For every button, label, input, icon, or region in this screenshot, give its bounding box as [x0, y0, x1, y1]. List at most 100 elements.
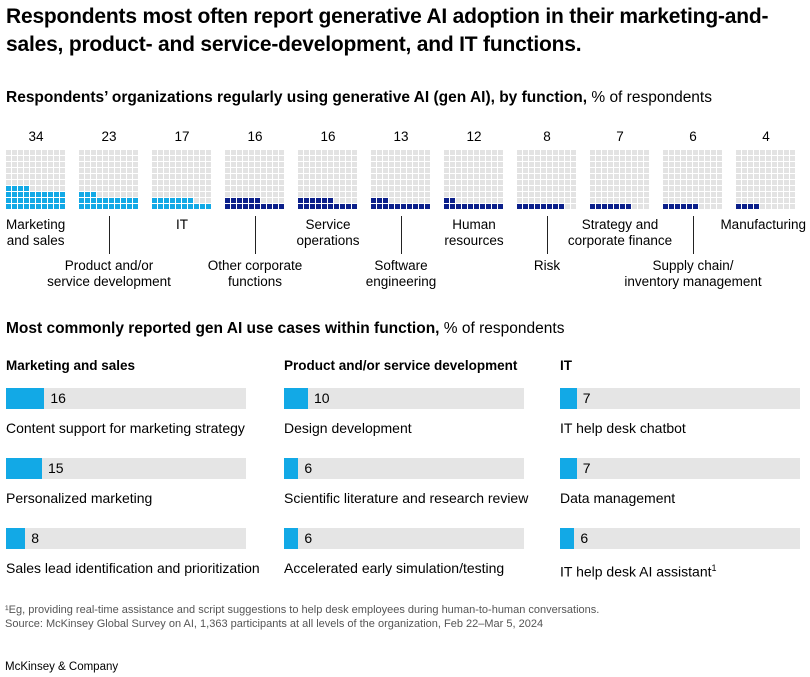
use-case-column-title: IT — [560, 358, 572, 373]
waffle-cell-empty — [383, 162, 388, 167]
waffle-cell-empty — [419, 198, 424, 203]
waffle-cell-empty — [462, 198, 467, 203]
waffle-cell-filled — [109, 198, 114, 203]
waffle-cell-empty — [48, 150, 53, 155]
waffle-cell-filled — [12, 186, 17, 191]
waffle-cell-empty — [371, 162, 376, 167]
waffle-cell-empty — [523, 192, 528, 197]
waffle-cell-empty — [42, 168, 47, 173]
waffle-cell-empty — [225, 192, 230, 197]
waffle-cell-empty — [529, 156, 534, 161]
waffle-cell-filled — [468, 204, 473, 209]
waffle-cell-empty — [310, 180, 315, 185]
waffle-cell-empty — [529, 162, 534, 167]
waffle-cell-empty — [109, 162, 114, 167]
waffle-cell-filled — [48, 204, 53, 209]
waffle-cell-empty — [596, 162, 601, 167]
waffle-cell-empty — [91, 150, 96, 155]
waffle-cell-filled — [12, 192, 17, 197]
waffle-cell-empty — [340, 186, 345, 191]
function-label: Other corporate functions — [207, 258, 303, 289]
waffle-cell-empty — [663, 186, 668, 191]
waffle-cell-empty — [371, 156, 376, 161]
waffle-cell-empty — [535, 162, 540, 167]
waffle-cell-empty — [158, 156, 163, 161]
waffle-cell-empty — [109, 180, 114, 185]
waffle-cell-empty — [194, 156, 199, 161]
waffle-cell-empty — [492, 168, 497, 173]
waffle-cell-empty — [474, 198, 479, 203]
waffle-cell-empty — [152, 150, 157, 155]
waffle-cell-filled — [231, 198, 236, 203]
waffle-cell-empty — [340, 168, 345, 173]
waffle-cell-filled — [36, 204, 41, 209]
waffle-cell-empty — [188, 192, 193, 197]
waffle-cell-empty — [267, 162, 272, 167]
waffle-cell-empty — [225, 168, 230, 173]
waffle-cell-empty — [352, 174, 357, 179]
waffle-cell-filled — [176, 198, 181, 203]
waffle-cell-filled — [304, 198, 309, 203]
waffle-cell-empty — [316, 174, 321, 179]
use-cases-title-unit: % of respondents — [439, 320, 565, 337]
waffle-cell-empty — [182, 180, 187, 185]
waffle-cell-empty — [699, 162, 704, 167]
waffle-cell-empty — [419, 192, 424, 197]
waffle-cell-empty — [669, 156, 674, 161]
waffle-cell-empty — [535, 192, 540, 197]
waffle-cell-empty — [231, 168, 236, 173]
waffle-cell-empty — [425, 162, 430, 167]
waffle-cell-empty — [279, 150, 284, 155]
waffle-cell-filled — [450, 198, 455, 203]
waffle-cell-empty — [480, 180, 485, 185]
waffle-cell-filled — [608, 204, 613, 209]
waffle-cell-empty — [273, 192, 278, 197]
waffle-cell-empty — [687, 162, 692, 167]
waffle-cell-empty — [188, 162, 193, 167]
waffle-cell-filled — [249, 204, 254, 209]
waffle-cell-empty — [133, 168, 138, 173]
waffle-cell-empty — [152, 162, 157, 167]
waffle-cell-filled — [626, 204, 631, 209]
waffle-cell-empty — [596, 174, 601, 179]
waffle-cell-filled — [748, 204, 753, 209]
waffle-cell-empty — [517, 156, 522, 161]
waffle-cell-empty — [644, 150, 649, 155]
waffle-cell-empty — [638, 186, 643, 191]
waffle-cell-empty — [79, 150, 84, 155]
waffle-cell-empty — [754, 180, 759, 185]
function-label: Product and/or service development — [47, 258, 171, 289]
waffle-cell-empty — [261, 174, 266, 179]
waffle-value-label: 7 — [616, 129, 624, 144]
waffle-cell-empty — [127, 162, 132, 167]
waffle-cell-empty — [772, 192, 777, 197]
waffle-cell-filled — [152, 204, 157, 209]
waffle-cell-empty — [237, 168, 242, 173]
waffle-cell-empty — [261, 162, 266, 167]
waffle-cell-empty — [24, 162, 29, 167]
waffle-cell-empty — [54, 162, 59, 167]
waffle-cell-filled — [158, 204, 163, 209]
waffle-cell-empty — [255, 168, 260, 173]
waffle-cell-empty — [158, 174, 163, 179]
waffle-cell-empty — [316, 192, 321, 197]
waffle-cell-empty — [553, 156, 558, 161]
waffle-cell-empty — [632, 180, 637, 185]
waffle-cell-empty — [444, 168, 449, 173]
waffle-cell-filled — [36, 192, 41, 197]
waffle-cell-empty — [565, 204, 570, 209]
waffle-cell-filled — [261, 204, 266, 209]
waffle-cell-empty — [103, 150, 108, 155]
waffle-cell-empty — [334, 180, 339, 185]
waffle-cell-empty — [626, 156, 631, 161]
use-case-column: Marketing and sales 16 Content support for… — [6, 358, 260, 576]
waffle-cell-filled — [298, 204, 303, 209]
waffle-cell-empty — [760, 168, 765, 173]
waffle-cell-empty — [590, 174, 595, 179]
waffle-cell-empty — [784, 150, 789, 155]
waffle-cell-empty — [456, 186, 461, 191]
waffle-cell-empty — [669, 150, 674, 155]
waffle-cell-filled — [6, 204, 11, 209]
waffle-cell-empty — [675, 192, 680, 197]
waffle-cell-empty — [279, 156, 284, 161]
